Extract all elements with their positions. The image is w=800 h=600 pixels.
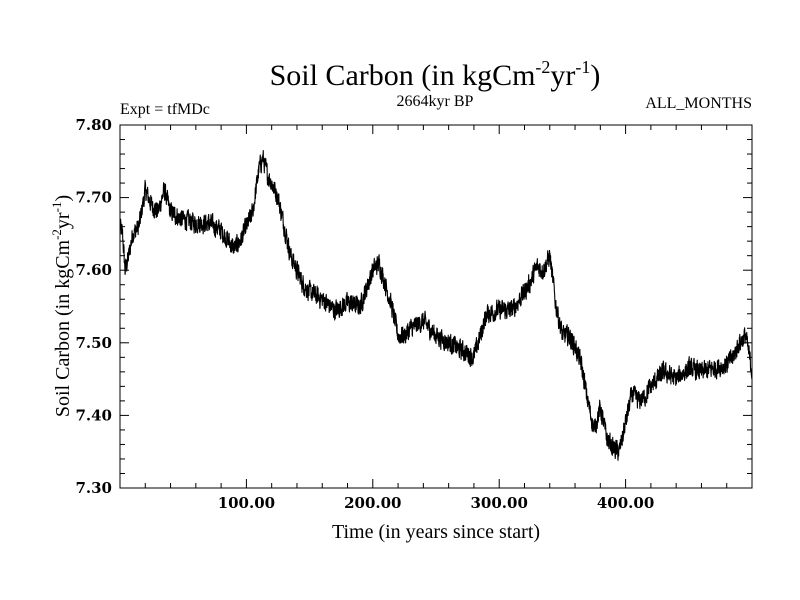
y-axis-label: Soil Carbon (in kgCm-2yr-1) bbox=[49, 195, 74, 417]
y-tick-label: 7.70 bbox=[75, 189, 112, 207]
y-tick-label: 7.60 bbox=[75, 261, 112, 279]
x-tick-label: 200.00 bbox=[344, 494, 401, 512]
y-tick-label: 7.40 bbox=[75, 406, 112, 424]
plot-frame bbox=[119, 124, 753, 489]
chart-subtitle: 2664kyr BP bbox=[397, 93, 474, 110]
y-tick-label: 7.80 bbox=[75, 116, 112, 134]
months-label: ALL_MONTHS bbox=[645, 95, 752, 112]
x-tick-label: 400.00 bbox=[597, 494, 654, 512]
x-tick-label: 300.00 bbox=[470, 494, 527, 512]
y-tick-label: 7.50 bbox=[75, 334, 112, 352]
x-tick-label: 100.00 bbox=[218, 494, 275, 512]
x-axis-label: Time (in years since start) bbox=[332, 521, 540, 543]
y-tick-label: 7.30 bbox=[75, 479, 112, 497]
ticks-layer: 100.00 200.00 300.00 400.00 7.30 7.40 7.50 7.60… bbox=[75, 116, 752, 512]
experiment-label: Expt = tfMDc bbox=[120, 101, 210, 118]
chart-title: Soil Carbon (in kgCm-2yr-1) bbox=[270, 57, 601, 92]
series-line-soil-carbon bbox=[120, 149, 752, 461]
